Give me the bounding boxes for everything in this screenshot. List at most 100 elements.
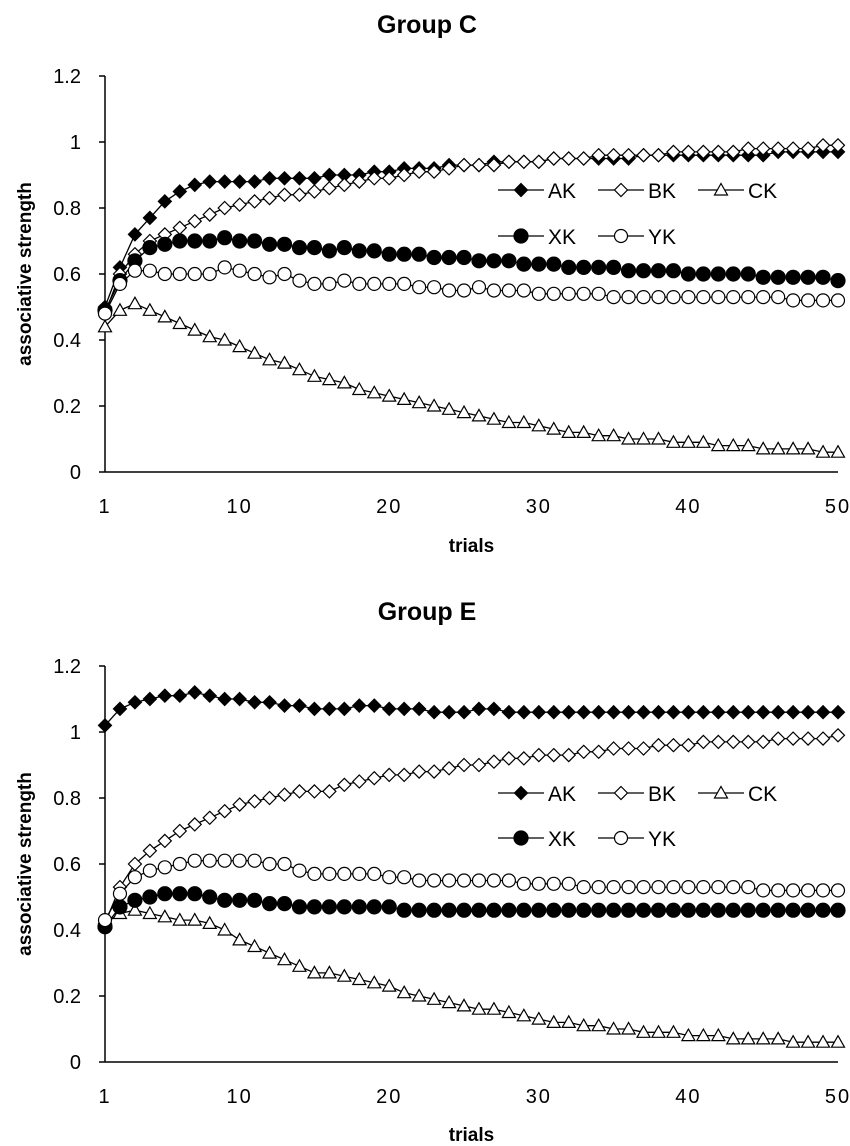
data-point-bk: [322, 784, 337, 799]
data-point-ck: [202, 328, 218, 343]
data-point-ck: [202, 915, 218, 930]
data-point-ck: [306, 965, 322, 979]
data-point-ck: [740, 437, 756, 452]
x-tick-label: 30: [526, 496, 552, 518]
data-point-ak: [516, 704, 532, 720]
data-point-ck: [426, 398, 442, 412]
x-tick-label: 30: [526, 1086, 552, 1108]
chart-title: Group C: [377, 11, 477, 39]
data-point-xk: [202, 889, 218, 905]
data-point-bk: [277, 187, 292, 203]
data-point-xk: [606, 902, 622, 918]
data-point-ak: [292, 170, 307, 186]
data-point-xk: [351, 243, 367, 259]
legend-marker-bk: [613, 182, 629, 198]
data-point-xk: [246, 892, 263, 908]
data-point-ak: [232, 691, 247, 707]
data-point-yk: [546, 876, 561, 891]
data-point-xk: [486, 902, 502, 918]
data-point-ck: [501, 414, 517, 429]
data-point-bk: [815, 731, 831, 746]
data-point-ak: [770, 704, 786, 720]
data-point-bk: [351, 774, 367, 789]
legend-marker-xk: [513, 830, 529, 846]
data-point-yk: [800, 293, 816, 308]
data-point-bk: [606, 741, 621, 756]
data-point-xk: [591, 259, 607, 275]
data-point-xk: [157, 886, 173, 902]
data-point-xk: [815, 269, 831, 285]
data-point-bk: [830, 727, 846, 743]
data-point-bk: [232, 797, 247, 812]
data-point-yk: [367, 866, 382, 882]
data-point-ck: [650, 431, 667, 445]
chart-panel-group-e: Group E 0 0.2 0.4 0.6 0.8 1 1.2 1 10 20 30 40 50 trial…: [15, 598, 849, 1146]
y-axis-label: associative strength: [15, 182, 36, 366]
data-point-ak: [112, 701, 128, 717]
data-point-xk: [620, 263, 637, 279]
data-point-xk: [531, 902, 547, 918]
data-point-xk: [695, 902, 711, 918]
legend-item-xk: XK: [498, 828, 576, 851]
data-point-xk: [561, 259, 577, 275]
data-point-bk: [486, 754, 502, 770]
data-point-ck: [561, 1014, 577, 1029]
data-point-xk: [516, 256, 532, 272]
series-bk: [97, 727, 846, 931]
data-point-xk: [411, 246, 427, 262]
data-point-xk: [635, 902, 652, 918]
data-point-xk: [456, 249, 472, 266]
data-point-xk: [157, 236, 173, 252]
data-point-bk: [815, 137, 831, 153]
data-point-yk: [172, 266, 187, 282]
data-point-bk: [785, 731, 801, 746]
data-point-ck: [112, 302, 128, 316]
data-point-bk: [755, 141, 771, 156]
y-tick-label: 0.6: [53, 854, 81, 876]
data-point-bk: [307, 184, 322, 199]
legend-label: YK: [648, 226, 676, 249]
data-point-ak: [262, 694, 277, 710]
data-point-bk: [247, 194, 262, 209]
data-point-yk: [352, 276, 367, 291]
data-point-yk: [307, 866, 322, 882]
data-point-xk: [725, 266, 741, 282]
data-point-ck: [471, 408, 487, 422]
data-point-ak: [636, 704, 651, 720]
data-point-xk: [471, 902, 487, 918]
data-point-yk: [247, 266, 262, 282]
data-point-xk: [336, 899, 352, 915]
data-point-xk: [142, 240, 158, 256]
legend-marker-xk: [513, 228, 529, 244]
data-point-yk: [292, 863, 307, 878]
data-point-bk: [172, 823, 188, 839]
data-point-yk: [232, 263, 247, 278]
legend-marker-ck: [713, 785, 729, 799]
data-point-ck: [232, 338, 248, 353]
series-line-ck: [104, 909, 838, 1043]
data-point-ck: [381, 978, 397, 992]
legend-item-bk: BK: [598, 783, 676, 806]
data-point-ck: [456, 998, 472, 1012]
data-point-xk: [276, 236, 293, 252]
data-point-yk: [217, 853, 232, 868]
data-point-yk: [307, 276, 322, 291]
data-point-ak: [232, 174, 247, 189]
series-line-ck: [104, 302, 838, 453]
data-point-ak: [651, 704, 666, 720]
data-point-yk: [711, 290, 726, 305]
x-axis-label: trials: [449, 1125, 494, 1146]
data-point-xk: [261, 236, 278, 252]
data-point-ck: [262, 352, 278, 366]
data-point-ck: [411, 394, 427, 409]
data-point-ck: [785, 1034, 801, 1048]
y-tick-label: 1: [70, 722, 81, 744]
data-point-ck: [725, 1031, 741, 1045]
data-point-bk: [755, 734, 771, 750]
y-tick-label: 0.6: [53, 264, 81, 286]
data-point-ck: [351, 971, 367, 986]
data-point-ck: [336, 968, 352, 982]
data-point-xk: [381, 899, 397, 915]
x-tick-label: 1: [98, 496, 111, 518]
data-point-ck: [426, 991, 442, 1005]
